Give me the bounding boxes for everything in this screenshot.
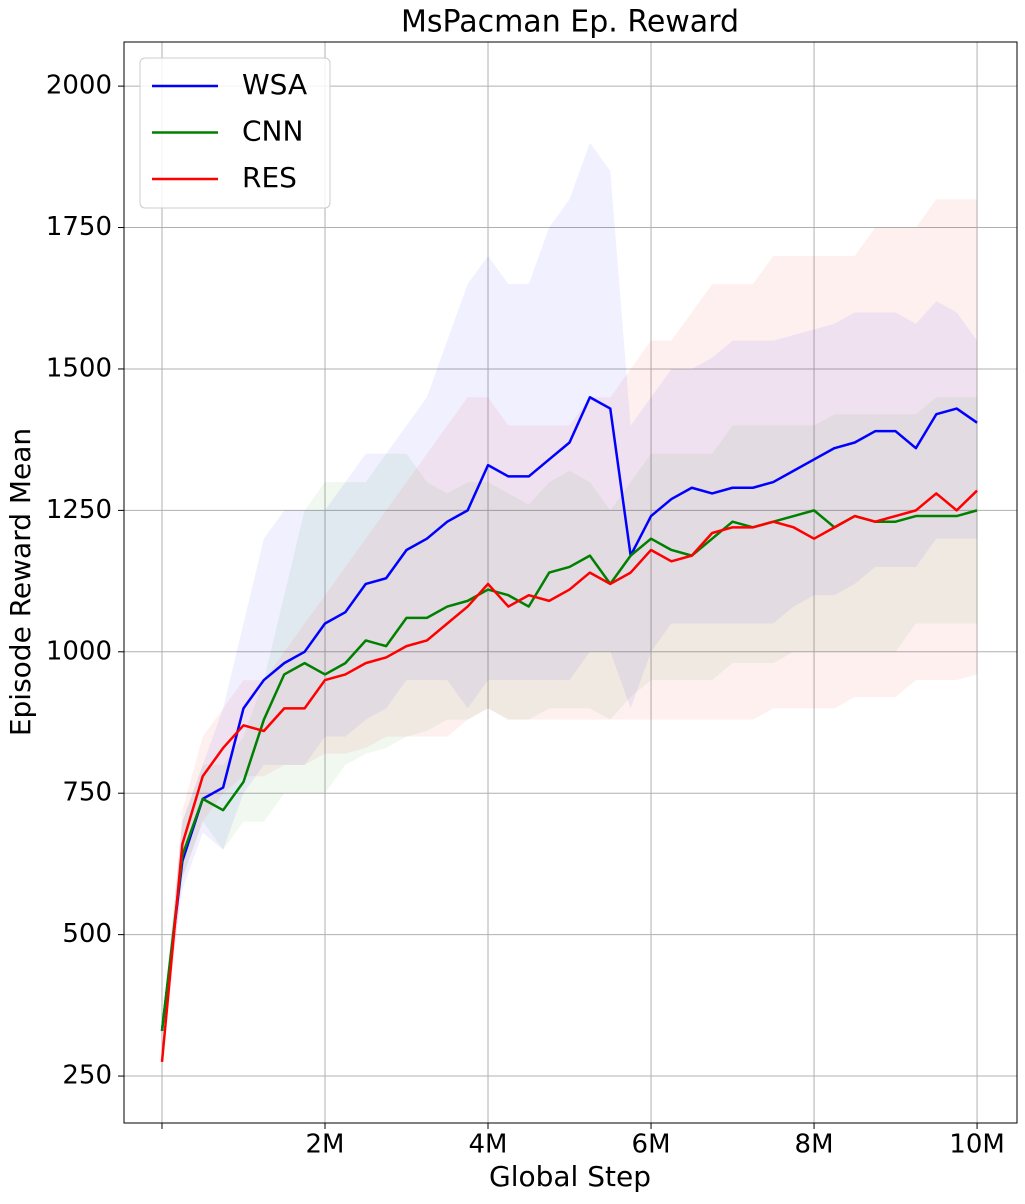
y-tick-label: 1750 (46, 212, 112, 242)
x-axis-label: Global Step (489, 1160, 651, 1193)
y-tick-label: 250 (62, 1061, 112, 1091)
y-tick-label: 1250 (46, 495, 112, 525)
band (161, 397, 978, 1037)
legend: WSA CNN RES (139, 57, 331, 209)
x-tick-label: 6M (632, 1130, 671, 1160)
y-tick-label: 1500 (46, 353, 112, 383)
line (160, 489, 978, 1063)
chart-title: MsPacman Ep. Reward (401, 5, 739, 40)
x-tick-label: 4M (469, 1130, 508, 1160)
x-tick-label: 2M (306, 1130, 345, 1160)
band (161, 199, 978, 1071)
legend-label: RES (242, 161, 297, 194)
x-tick-label: 8M (795, 1130, 834, 1160)
y-tick-label: 1000 (46, 636, 112, 666)
legend-label: WSA (242, 68, 307, 101)
y-tick-label: 2000 (46, 71, 112, 101)
legend-label: CNN (242, 115, 303, 148)
legend-box (139, 57, 331, 209)
x-tick-label: 10M (949, 1130, 1005, 1160)
line (160, 395, 978, 1031)
y-tick-label: 750 (62, 778, 112, 808)
y-tick-label: 500 (62, 919, 112, 949)
y-axis-label: Episode Reward Mean (4, 428, 37, 736)
plot-frame (123, 41, 1018, 1124)
